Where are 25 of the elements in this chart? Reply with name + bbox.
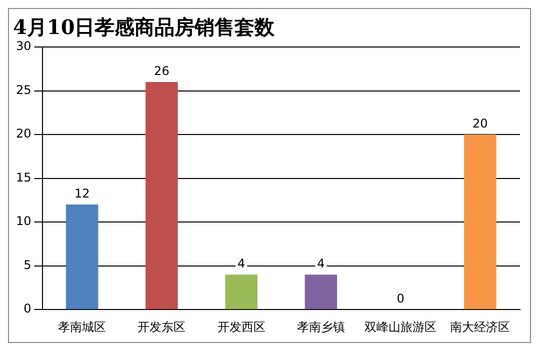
data-label: 12: [74, 186, 90, 201]
bar: [66, 204, 98, 310]
x-tick-label: 开发西区: [217, 320, 266, 334]
data-label: 0: [396, 292, 404, 306]
data-label: 20: [472, 116, 488, 131]
y-tick-label: 10: [16, 214, 32, 228]
chart-title: 4月10日孝感商品房销售套数: [13, 15, 276, 40]
data-label: 4: [317, 256, 325, 271]
x-tick-label: 孝南乡镇: [296, 320, 345, 334]
x-tick-label: 开发东区: [138, 320, 186, 334]
data-label: 26: [154, 64, 170, 78]
y-tick-label: 20: [16, 126, 32, 141]
x-tick-label: 孝南城区: [58, 320, 106, 334]
data-label: 4: [238, 256, 246, 271]
bar: [225, 274, 258, 310]
bar: [304, 274, 338, 310]
bar: [146, 82, 178, 310]
y-tick-label: 30: [16, 39, 32, 54]
y-tick-label: 15: [16, 170, 32, 184]
y-tick-label: 25: [16, 82, 32, 97]
bar: [464, 134, 496, 310]
y-tick-label: 0: [24, 302, 32, 316]
y-tick-label: 5: [24, 258, 32, 272]
x-tick-label: 双峰山旅游区: [364, 320, 437, 334]
x-tick-label: 南大经济区: [450, 320, 510, 334]
